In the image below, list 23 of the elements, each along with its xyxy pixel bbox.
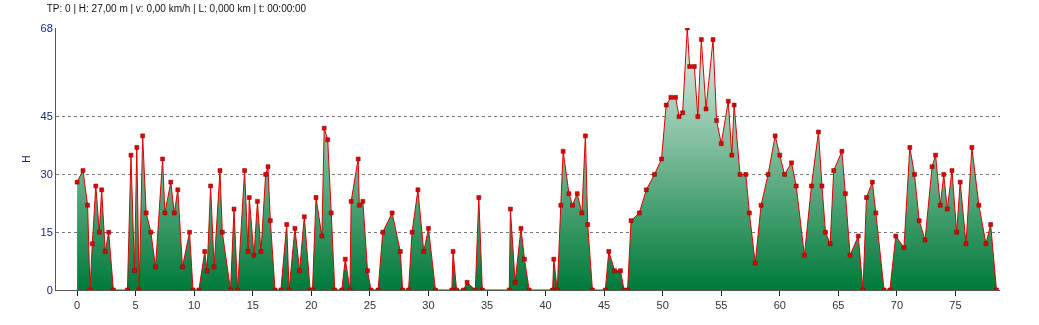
x-tick-label: 15 bbox=[246, 299, 259, 312]
x-tick-label: 45 bbox=[598, 299, 611, 312]
y-tick-label: 0 bbox=[46, 283, 53, 296]
chart-title: TP: 0 | H: 27,00 m | v: 0,00 km/h | L: 0,000 km | t: 00:00:00 bbox=[46, 2, 307, 14]
x-tick-label: 35 bbox=[480, 299, 494, 312]
x-tick-label: 0 bbox=[74, 299, 81, 312]
x-tick-label: 10 bbox=[188, 299, 201, 312]
x-tick-label: 75 bbox=[949, 299, 962, 312]
x-tick-label: 20 bbox=[305, 299, 318, 312]
x-tick-label: 30 bbox=[422, 299, 435, 312]
y-tick-label: 68 bbox=[40, 21, 53, 34]
x-tick-label: 65 bbox=[832, 299, 845, 312]
x-tick-label: 25 bbox=[363, 299, 377, 312]
y-tick-label: 15 bbox=[40, 226, 53, 239]
x-tick-label: 5 bbox=[132, 299, 139, 312]
x-tick-label: 60 bbox=[773, 299, 786, 312]
x-tick-label: 50 bbox=[656, 299, 669, 312]
y-tick-label: 30 bbox=[40, 168, 53, 181]
x-tick-label: 55 bbox=[715, 299, 728, 312]
y-tick-label: 45 bbox=[40, 110, 53, 123]
x-tick-label: 70 bbox=[890, 299, 904, 312]
y-axis-title: H bbox=[20, 155, 32, 163]
x-tick-label: 40 bbox=[539, 299, 552, 312]
